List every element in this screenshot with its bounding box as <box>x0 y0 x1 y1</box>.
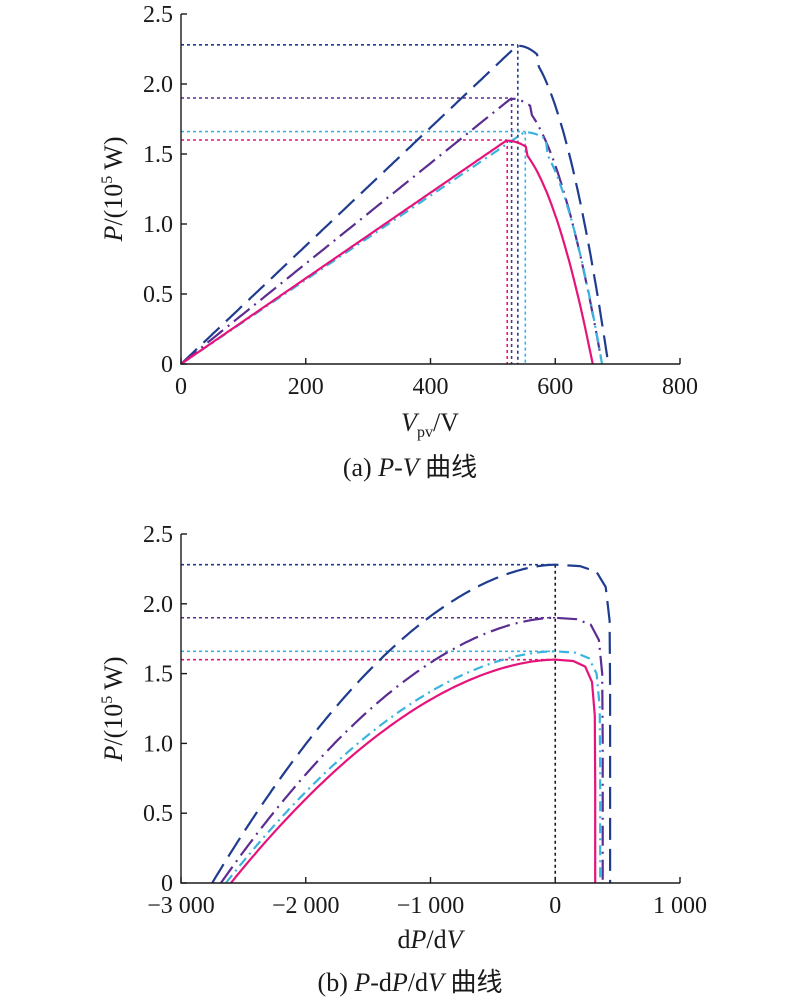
panel-a-mpp-reference-lines <box>181 43 527 364</box>
panel-b-x-tick-label: 0 <box>549 893 561 919</box>
panel-a-x-tick-label: 400 <box>413 374 449 400</box>
panel-a-y-tick-label: 2.0 <box>143 72 173 98</box>
panel-a-series-3-curve <box>180 131 604 365</box>
panel-a-x-tick-label: 200 <box>288 374 324 400</box>
panel-b-x-axis-label: dP/dV <box>397 925 465 954</box>
panel-b-y-tick-label: 0.5 <box>143 801 173 827</box>
panel-b-y-axis-label: P/(105 W) <box>99 656 128 762</box>
panel-b-series-1-curve <box>211 563 612 884</box>
panel-b-x-tick-label: −3 000 <box>147 893 215 919</box>
panel-b-series <box>211 563 612 884</box>
panel-a-y-tick-label: 1.0 <box>143 212 173 238</box>
panel-b-y-tick-label: 2.5 <box>143 522 173 548</box>
panel-b-x-tick-label: −2 000 <box>272 893 340 919</box>
panel-a-x-tick-label: 800 <box>662 374 698 400</box>
panel-b-series-2-curve <box>219 616 604 884</box>
panel-b-mpp-reference-lines <box>181 563 557 883</box>
panel-a-series-4-curve <box>180 139 594 365</box>
panel-a-x-axis-label: Vpv/V <box>401 408 459 441</box>
panel-a-y-tick-label: 0.5 <box>143 282 173 308</box>
panel-a-series <box>180 44 610 365</box>
panel-b-series-4-curve <box>230 658 597 884</box>
panel-a-x-tick-label: 600 <box>537 374 573 400</box>
panel-a-series-2-curve <box>180 97 604 365</box>
panel-b-x-tick-label: 1 000 <box>653 893 707 919</box>
panel-a-caption: (a) P-V 曲线 <box>343 453 477 482</box>
panel-b-series-3-curve <box>225 650 602 884</box>
panel-a-y-tick-label: 0 <box>161 352 173 378</box>
panel-b-y-tick-label: 1.5 <box>143 662 173 688</box>
panel-b-ticks: −3 000 −2 000 −1 000 0 1 000 0 0.5 1.0 1.5 2.0 2.5 <box>143 522 707 919</box>
panel-b-x-tick-label: −1 000 <box>397 893 465 919</box>
panel-b-y-tick-label: 2.0 <box>143 592 173 618</box>
panel-a-y-tick-label: 1.5 <box>143 142 173 168</box>
panel-a-ticks: 0 200 400 600 800 0 0.5 1.0 1.5 2.0 2.5 <box>143 2 698 400</box>
panel-b-p-dpdv-curve: −3 000 −2 000 −1 000 0 1 000 0 0.5 1.0 1.5 2.0 2.5… <box>99 522 707 997</box>
panel-a-series-1-curve <box>180 44 610 365</box>
panel-b-y-tick-label: 1.0 <box>143 731 173 757</box>
panel-a-y-axis-label: P/(105 W) <box>99 136 128 242</box>
panel-b-caption: (b) P-dP/dV 曲线 <box>318 968 503 997</box>
panel-a-x-tick-label: 0 <box>175 374 187 400</box>
panel-b-y-tick-label: 0 <box>161 871 173 897</box>
panel-a-y-tick-label: 2.5 <box>143 2 173 28</box>
